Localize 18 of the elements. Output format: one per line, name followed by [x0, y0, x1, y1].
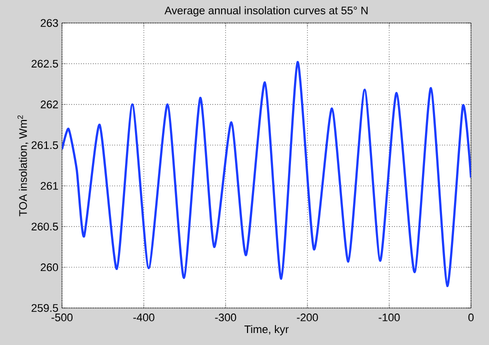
x-tick-label: -200 [296, 314, 318, 322]
x-tick-label: 0 [468, 314, 474, 322]
line-series [62, 60, 472, 288]
y-tick-label: 263 [40, 19, 58, 27]
chart-title: Average annual insolation curves at 55° N [164, 6, 368, 16]
y-tick-label: 260 [40, 263, 58, 272]
y-axis-title: TOA insolation, Wm$^{2}$ [18, 115, 28, 216]
x-axis-title: Time, kyr [244, 325, 289, 336]
y-tick-label: 262 [40, 100, 58, 108]
y-tick-label: 261.5 [32, 141, 58, 150]
y-tick-label: 260.5 [32, 222, 58, 230]
x-tick-label: -300 [215, 314, 236, 322]
x-tick-label: -400 [133, 314, 154, 322]
x-tick-label: -500 [52, 314, 73, 322]
x-tick-label: -100 [378, 314, 400, 322]
y-tick-label: 261 [40, 182, 58, 190]
y-tick-label: 259.5 [32, 304, 58, 312]
y-tick-label: 262.5 [32, 60, 58, 68]
